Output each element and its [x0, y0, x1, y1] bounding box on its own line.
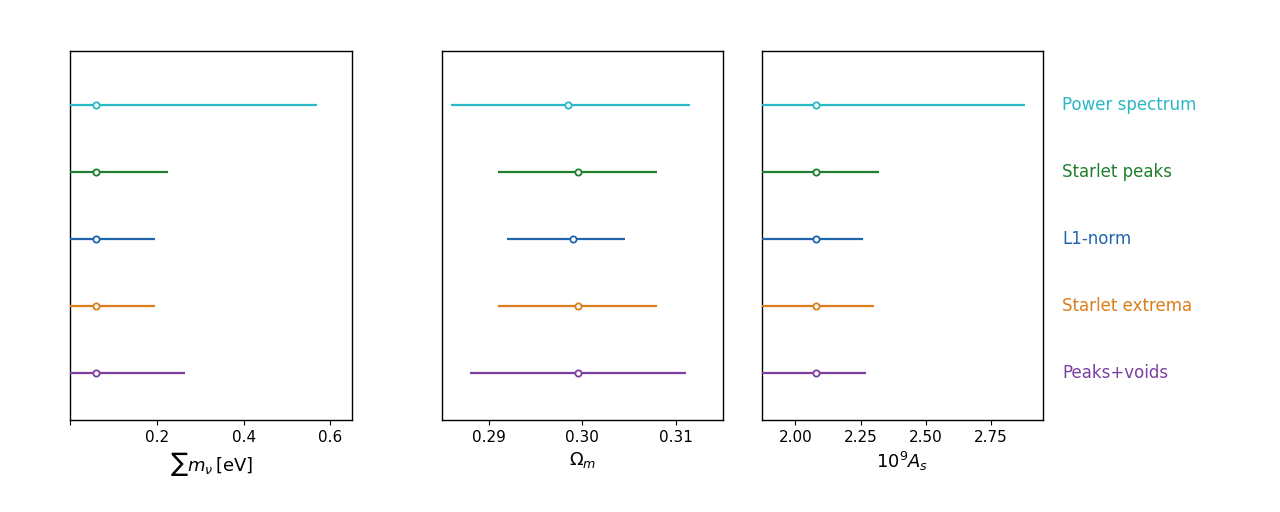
X-axis label: $\Omega_m$: $\Omega_m$ [568, 450, 596, 470]
X-axis label: $\sum m_{\nu}\,[\mathrm{eV}]$: $\sum m_{\nu}\,[\mathrm{eV}]$ [170, 450, 252, 478]
Text: Peaks+voids: Peaks+voids [1062, 364, 1169, 382]
Text: Power spectrum: Power spectrum [1062, 96, 1197, 114]
Text: L1-norm: L1-norm [1062, 230, 1132, 248]
X-axis label: $10^9 A_s$: $10^9 A_s$ [877, 450, 928, 473]
Text: Starlet extrema: Starlet extrema [1062, 297, 1193, 315]
Text: Starlet peaks: Starlet peaks [1062, 163, 1172, 181]
